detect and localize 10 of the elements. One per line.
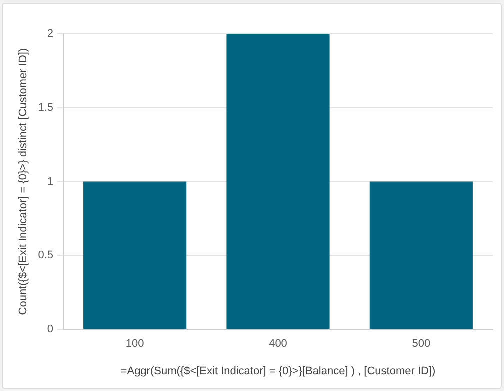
y-tick-label: 0 [47, 324, 54, 336]
y-tick-label: 0.5 [38, 250, 54, 262]
y-tick-label: 2 [47, 28, 54, 40]
x-tick-label: 400 [269, 338, 288, 350]
x-tick-label: 100 [126, 338, 144, 350]
x-axis-title: =Aggr(Sum({$<[Exit Indicator] = {0}>}[Balance] ) , [Customer ID]) [120, 365, 436, 378]
x-tick-label: 500 [412, 338, 431, 350]
y-axis-title: Count({$<[Exit Indicator] = {0}>} distinct [Customer ID]) [18, 48, 30, 316]
y-tick-label: 1.5 [38, 102, 54, 114]
y-tick-label: 1 [47, 176, 54, 188]
